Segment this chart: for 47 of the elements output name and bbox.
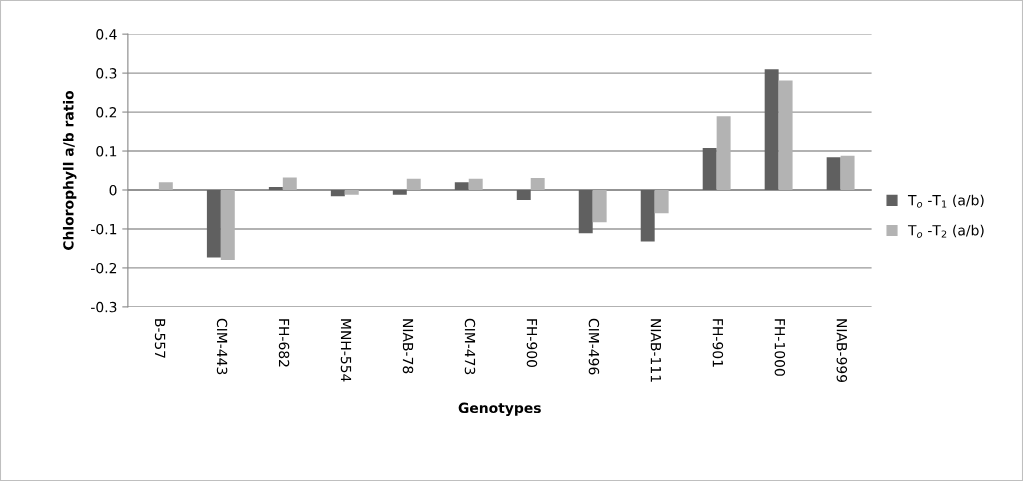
x-tick-label: FH-1000 — [774, 319, 786, 376]
y-tick-label: 0.1 — [96, 146, 117, 157]
x-tick-label: CIM-443 — [216, 318, 228, 375]
x-tick-label: NIAB-78 — [402, 319, 414, 374]
y-tick-label: 0.4 — [96, 29, 117, 40]
bar — [592, 189, 607, 223]
x-tick-label: FH-900 — [526, 319, 538, 368]
x-tick-label: FH-682 — [278, 319, 290, 367]
x-tick-label: NIAB-999 — [836, 319, 848, 383]
bar — [392, 189, 407, 195]
x-tick-label: NIAB-111 — [650, 319, 661, 382]
bar — [220, 189, 235, 261]
legend-label: T$_{o}$ -T$_{2}$ (a/b) — [907, 224, 984, 238]
bar — [344, 189, 359, 195]
bar — [516, 189, 531, 201]
bar — [778, 80, 793, 190]
y-tick-label: 0 — [109, 184, 117, 196]
x-tick-label: B-557 — [154, 319, 166, 358]
bar — [640, 189, 655, 242]
bar — [702, 147, 717, 190]
bar — [158, 182, 173, 190]
bar — [654, 189, 669, 214]
x-tick-label: FH-901 — [712, 319, 724, 367]
legend-label: T$_{o}$ -T$_{1}$ (a/b) — [907, 194, 984, 208]
bar — [530, 177, 545, 190]
bar — [716, 116, 731, 190]
x-tick-label: CIM-496 — [588, 318, 600, 375]
x-tick-label: CIM-473 — [464, 318, 476, 375]
bar — [468, 178, 483, 190]
bar — [282, 177, 297, 190]
bar — [826, 157, 841, 190]
x-tick-label: MNH-554 — [340, 319, 352, 382]
bar — [454, 182, 469, 190]
y-axis-title: Chlorophyll a/b ratio — [62, 90, 77, 251]
bar — [268, 186, 283, 190]
bar — [206, 189, 221, 258]
bar — [578, 189, 593, 234]
bar — [330, 189, 345, 197]
bar — [840, 155, 855, 190]
y-tick-label: 0.3 — [96, 68, 117, 79]
y-tick-label: -0.1 — [91, 223, 117, 235]
y-tick-label: -0.2 — [91, 262, 117, 274]
bar — [764, 69, 779, 190]
y-tick-label: 0.2 — [96, 107, 117, 118]
x-axis-title: Genotypes — [458, 402, 541, 416]
bar — [406, 178, 421, 190]
y-tick-label: -0.3 — [91, 301, 117, 313]
